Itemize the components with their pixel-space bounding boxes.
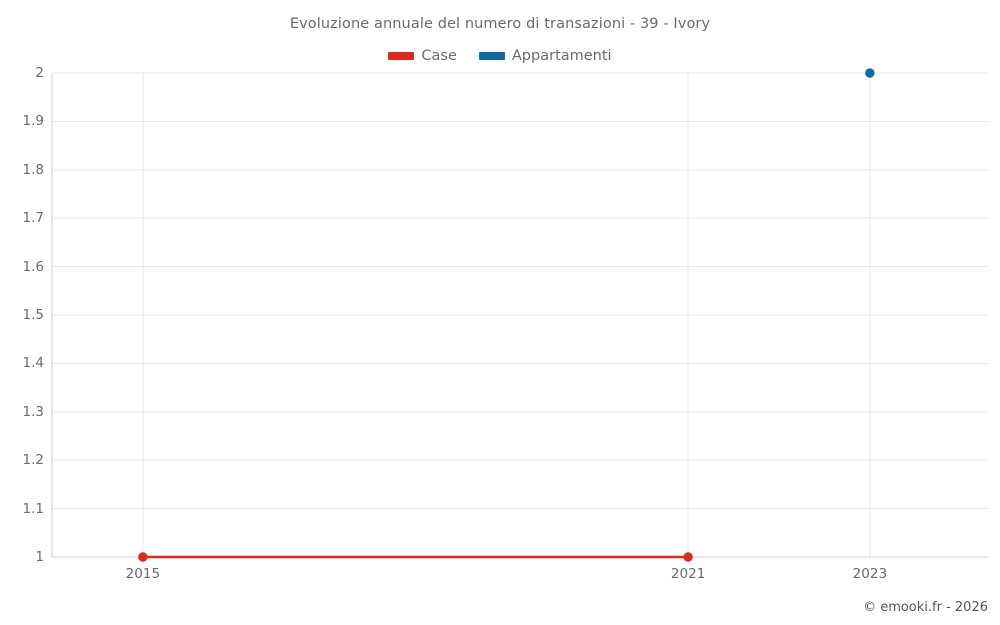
chart-legend: Case Appartamenti <box>0 45 1000 67</box>
legend-swatch-appartamenti <box>478 52 505 60</box>
x-axis-tick-label: 2015 <box>125 566 161 582</box>
plot-svg <box>51 68 988 562</box>
chart-title: Evoluzione annuale del numero di transaz… <box>289 16 711 32</box>
y-axis-tick-labels: 1 1.1 1.2 1.3 1.4 1.5 1.6 1.7 1.8 1.9 2 <box>0 0 44 625</box>
y-axis-tick-label: 1 <box>35 549 44 565</box>
legend-label-case: Case <box>421 48 457 64</box>
plot-area <box>51 68 988 562</box>
data-point-case[interactable] <box>683 552 693 562</box>
y-axis-tick-label: 1.7 <box>22 210 44 227</box>
legend-item-appartamenti[interactable]: Appartamenti <box>478 48 612 64</box>
data-point-case[interactable] <box>138 552 148 562</box>
x-axis-tick-label: 2021 <box>670 566 706 582</box>
data-point-appartamenti[interactable] <box>865 68 875 78</box>
y-axis-tick-label: 1.5 <box>22 307 44 323</box>
y-axis-tick-label: 1.8 <box>22 161 44 178</box>
y-axis-tick-label: 1.9 <box>22 113 44 130</box>
y-axis-tick-label: 1.2 <box>22 452 44 469</box>
y-axis-tick-label: 1.6 <box>22 258 44 275</box>
legend-item-case[interactable]: Case <box>388 48 457 64</box>
y-axis-tick-label: 2 <box>35 65 44 81</box>
y-axis-tick-label: 1.4 <box>22 355 44 372</box>
legend-label-appartamenti: Appartamenti <box>511 48 612 64</box>
x-axis-tick-label: 2023 <box>852 566 888 582</box>
y-axis-tick-label: 1.1 <box>22 500 44 517</box>
y-axis-tick-label: 1.3 <box>22 403 44 420</box>
legend-swatch-case <box>388 52 415 60</box>
footer-credit: © emooki.fr - 2026 <box>863 600 988 615</box>
